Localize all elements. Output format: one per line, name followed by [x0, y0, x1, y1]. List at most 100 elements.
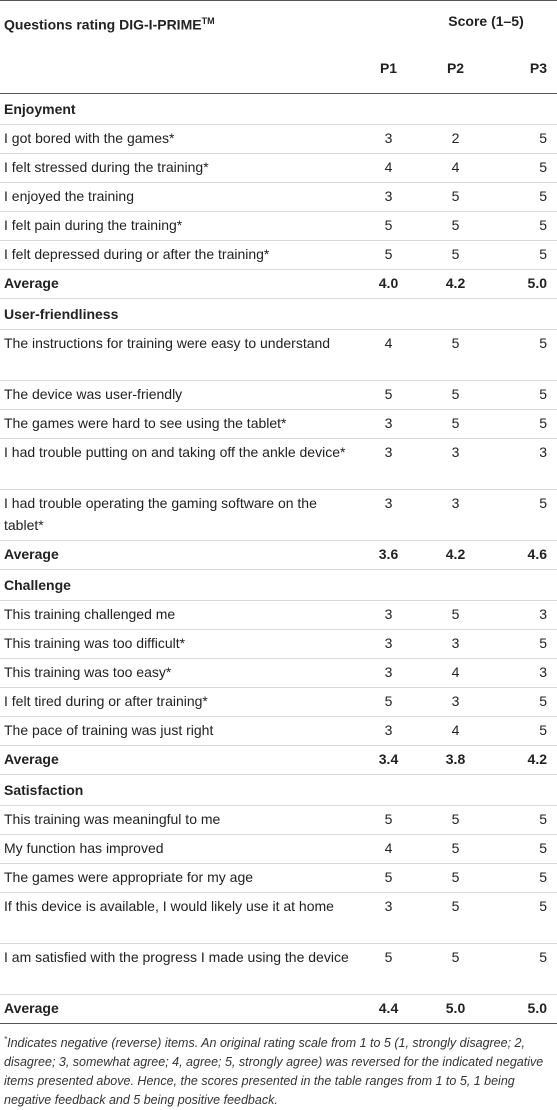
- question-cell: I am satisfied with the progress I made …: [0, 943, 355, 995]
- table-footnote: *Indicates negative (reverse) items. An …: [0, 1024, 557, 1110]
- question-cell: This training was meaningful to me: [0, 805, 355, 835]
- score-cell-p2: 5: [422, 182, 489, 212]
- score-cell-p2: 4: [422, 716, 489, 746]
- participant-header-p2: P2: [422, 44, 489, 94]
- score-cell-p3: 3: [489, 658, 557, 688]
- table-row: I had trouble putting on and taking off …: [0, 438, 557, 490]
- score-cell-p2: 3: [422, 438, 489, 490]
- table-row: The games were appropriate for my age 5 5 5: [0, 863, 557, 893]
- score-cell-p3: 5: [489, 805, 557, 835]
- score-cell-p1: 4: [355, 834, 422, 864]
- score-cell-p2: 5: [422, 240, 489, 270]
- header-title: Questions rating DIG-I-PRIME: [4, 16, 202, 33]
- score-cell-p1: 3: [355, 716, 422, 746]
- section-title: User-friendliness: [0, 298, 557, 330]
- trademark-superscript: TM: [201, 16, 215, 26]
- score-cell-p2: 5: [422, 380, 489, 410]
- participant-header-p1: P1: [355, 44, 422, 94]
- section-row: Enjoyment: [0, 94, 557, 125]
- header-row-top: Questions rating DIG-I-PRIMETM Score (1–…: [0, 0, 557, 44]
- score-cell-p1: 3: [355, 600, 422, 630]
- section-row: User-friendliness: [0, 298, 557, 330]
- average-cell-p1: 4.0: [355, 269, 422, 299]
- question-cell: The instructions for training were easy …: [0, 329, 355, 381]
- question-cell: I had trouble operating the gaming softw…: [0, 489, 355, 541]
- average-cell-p3: 5.0: [489, 994, 557, 1023]
- average-row: Average 4.0 4.2 5.0: [0, 269, 557, 299]
- score-cell-p3: 5: [489, 716, 557, 746]
- score-cell-p1: 3: [355, 182, 422, 212]
- score-cell-p2: 5: [422, 329, 489, 381]
- score-cell-p3: 5: [489, 687, 557, 717]
- table-row: This training was too easy* 3 4 3: [0, 658, 557, 688]
- table-row: The pace of training was just right 3 4 5: [0, 716, 557, 746]
- table-row: The instructions for training were easy …: [0, 329, 557, 381]
- score-cell-p2: 4: [422, 658, 489, 688]
- score-cell-p1: 3: [355, 892, 422, 944]
- score-cell-p1: 4: [355, 329, 422, 381]
- score-cell-p3: 5: [489, 629, 557, 659]
- question-cell: I enjoyed the training: [0, 182, 355, 212]
- score-column-header: Score (1–5): [355, 0, 557, 44]
- score-cell-p3: 5: [489, 892, 557, 944]
- average-row: Average 3.4 3.8 4.2: [0, 745, 557, 775]
- score-cell-p2: 4: [422, 153, 489, 183]
- average-label: Average: [0, 745, 355, 775]
- question-cell: The games were hard to see using the tab…: [0, 409, 355, 439]
- score-cell-p3: 5: [489, 943, 557, 995]
- section-row: Challenge: [0, 569, 557, 601]
- average-cell-p3: 4.2: [489, 745, 557, 775]
- score-cell-p3: 3: [489, 438, 557, 490]
- question-cell: I felt tired during or after training*: [0, 687, 355, 717]
- questions-column-header: Questions rating DIG-I-PRIMETM: [0, 0, 355, 44]
- average-label: Average: [0, 540, 355, 570]
- table-row: If this device is available, I would lik…: [0, 892, 557, 944]
- question-cell: The pace of training was just right: [0, 716, 355, 746]
- table-row: I felt pain during the training* 5 5 5: [0, 211, 557, 241]
- header-row-participants: P1 P2 P3: [0, 44, 557, 94]
- question-cell: I got bored with the games*: [0, 124, 355, 154]
- score-cell-p3: 5: [489, 489, 557, 541]
- score-cell-p1: 3: [355, 124, 422, 154]
- question-cell: I felt pain during the training*: [0, 211, 355, 241]
- score-cell-p2: 5: [422, 211, 489, 241]
- score-cell-p2: 5: [422, 805, 489, 835]
- score-cell-p3: 5: [489, 182, 557, 212]
- table-row: This training was too difficult* 3 3 5: [0, 629, 557, 659]
- score-cell-p2: 5: [422, 892, 489, 944]
- questionnaire-table: Questions rating DIG-I-PRIMETM Score (1–…: [0, 0, 557, 1023]
- average-cell-p1: 3.6: [355, 540, 422, 570]
- table-row: I had trouble operating the gaming softw…: [0, 489, 557, 541]
- average-cell-p2: 5.0: [422, 994, 489, 1023]
- question-cell: I had trouble putting on and taking off …: [0, 438, 355, 490]
- score-cell-p1: 3: [355, 438, 422, 490]
- score-cell-p2: 3: [422, 687, 489, 717]
- table-row: I enjoyed the training 3 5 5: [0, 182, 557, 212]
- score-cell-p2: 3: [422, 629, 489, 659]
- score-cell-p2: 5: [422, 834, 489, 864]
- table-row: I felt depressed during or after the tra…: [0, 240, 557, 270]
- score-cell-p1: 3: [355, 409, 422, 439]
- score-cell-p3: 5: [489, 380, 557, 410]
- question-cell: This training was too easy*: [0, 658, 355, 688]
- score-cell-p1: 5: [355, 863, 422, 893]
- score-cell-p1: 5: [355, 943, 422, 995]
- score-cell-p2: 5: [422, 943, 489, 995]
- average-cell-p2: 4.2: [422, 269, 489, 299]
- score-cell-p1: 5: [355, 380, 422, 410]
- score-cell-p3: 5: [489, 211, 557, 241]
- average-row: Average 4.4 5.0 5.0: [0, 994, 557, 1023]
- average-row: Average 3.6 4.2 4.6: [0, 540, 557, 570]
- empty-header-cell: [0, 44, 355, 94]
- score-cell-p1: 5: [355, 240, 422, 270]
- footnote-divider: [0, 1023, 557, 1024]
- score-cell-p1: 5: [355, 687, 422, 717]
- score-cell-p1: 3: [355, 489, 422, 541]
- question-cell: This training was too difficult*: [0, 629, 355, 659]
- question-cell: This training challenged me: [0, 600, 355, 630]
- score-cell-p1: 3: [355, 629, 422, 659]
- table-header: Questions rating DIG-I-PRIMETM Score (1–…: [0, 0, 557, 94]
- score-cell-p1: 3: [355, 658, 422, 688]
- score-cell-p3: 3: [489, 600, 557, 630]
